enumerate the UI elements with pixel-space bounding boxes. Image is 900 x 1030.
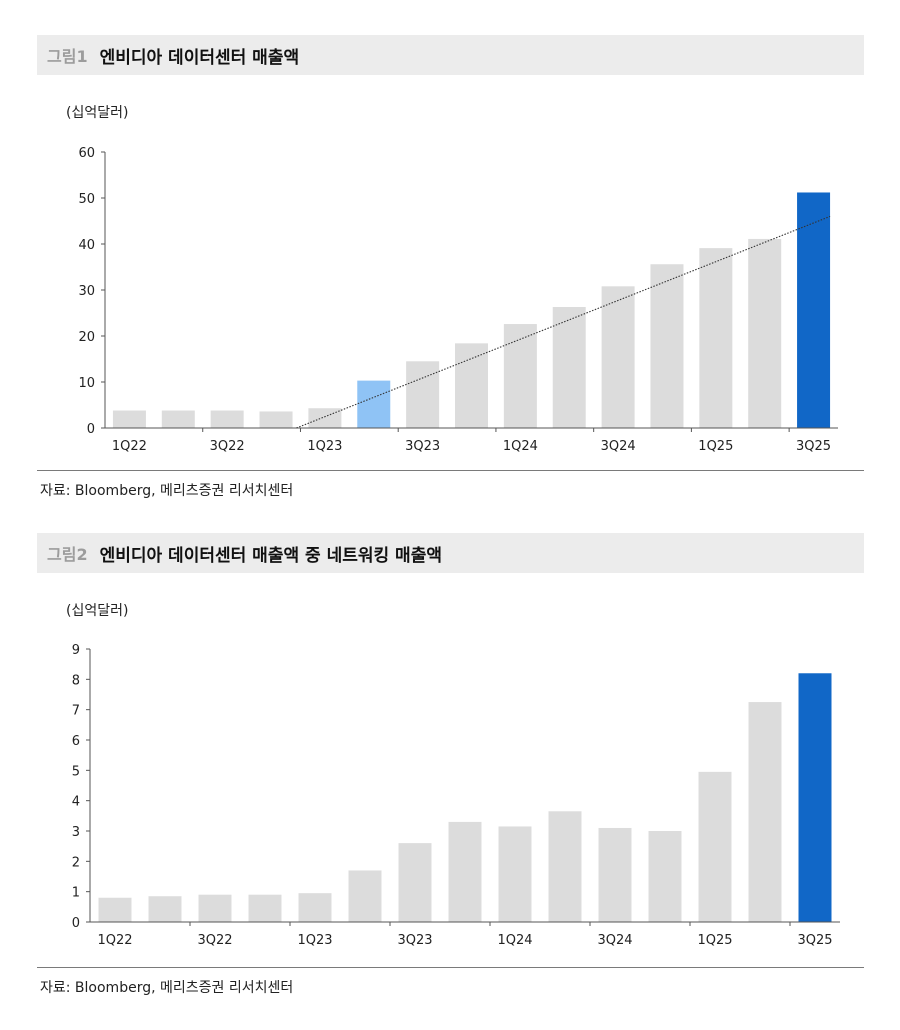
bar-1Q22	[98, 897, 132, 922]
figure1-source-divider	[37, 470, 864, 471]
x-tick-label: 1Q23	[307, 439, 342, 454]
x-tick-label: 1Q25	[697, 933, 732, 948]
figure1-unit-label: (십억달러)	[66, 105, 129, 121]
y-tick-label: 20	[78, 330, 95, 345]
y-tick-label: 8	[72, 673, 80, 688]
y-tick-label: 30	[78, 284, 95, 299]
bar-4Q23	[455, 343, 488, 428]
y-tick-label: 5	[72, 764, 80, 779]
bar-1Q23	[308, 408, 342, 428]
bar-3Q24	[601, 286, 635, 428]
bar-3Q23	[398, 843, 432, 922]
x-tick-label: 3Q22	[210, 439, 245, 454]
x-tick-label: 1Q24	[503, 439, 538, 454]
figure2-header: 그림2 엔비디아 데이터센터 매출액 중 네트워킹 매출액	[37, 533, 864, 573]
figure1-header: 그림1 엔비디아 데이터센터 매출액	[37, 35, 864, 75]
y-tick-label: 7	[72, 704, 80, 719]
bar-1Q25	[698, 771, 732, 922]
x-tick-label: 1Q25	[698, 439, 733, 454]
bar-4Q24	[648, 831, 682, 922]
y-tick-label: 1	[72, 886, 80, 901]
figure2-bar-chart: 0 1 2 3 4 5 6 7 8 9 1Q22 3Q22 1Q23 3Q23 1Q24 3Q24 1Q25 3Q…	[72, 643, 840, 948]
bar-3Q25	[797, 192, 831, 428]
bar-4Q24	[650, 264, 684, 428]
y-tick-label: 2	[72, 855, 80, 870]
x-tick-label: 3Q23	[397, 933, 432, 948]
x-tick-label: 3Q24	[601, 439, 636, 454]
y-tick-label: 4	[72, 795, 80, 810]
y-tick-label: 50	[78, 192, 95, 207]
bar-2Q23	[348, 870, 382, 922]
bar-1Q22	[112, 410, 146, 428]
bar-2Q23	[357, 380, 391, 428]
x-tick-label: 3Q25	[796, 439, 831, 454]
y-tick-label: 60	[78, 146, 95, 161]
bar-1Q24	[503, 324, 537, 428]
bar-3Q22	[210, 410, 244, 428]
bar-1Q25	[699, 248, 733, 428]
x-tick-label: 3Q22	[197, 933, 232, 948]
bar-4Q23	[448, 821, 482, 922]
figure1-source: 자료: Bloomberg, 메리츠증권 리서치센터	[40, 483, 294, 499]
x-tick-label: 3Q25	[797, 933, 832, 948]
bar-2Q24	[552, 307, 586, 428]
y-tick-label: 0	[87, 422, 95, 437]
figure2-unit-label: (십억달러)	[66, 603, 129, 619]
bar-2Q25	[748, 238, 782, 428]
x-tick-label: 1Q23	[297, 933, 332, 948]
x-tick-label: 1Q22	[112, 439, 147, 454]
figure1-bar-chart: 0 10 20 30 40 50 60 1Q22 3Q22 1Q23 3Q23 1Q24 3Q24 1Q2…	[78, 146, 838, 454]
y-tick-label: 10	[78, 376, 95, 391]
bar-4Q22	[259, 411, 293, 428]
bar-3Q24	[598, 827, 632, 922]
bar-1Q24	[498, 826, 532, 922]
figure1-title: 엔비디아 데이터센터 매출액	[99, 47, 300, 68]
bar-3Q25	[798, 673, 832, 922]
figure2-source-divider	[37, 967, 864, 968]
bar-2Q25	[748, 702, 782, 922]
y-tick-label: 3	[72, 825, 80, 840]
y-tick-label: 9	[72, 643, 80, 658]
y-tick-label: 6	[72, 734, 80, 749]
x-tick-label: 3Q23	[405, 439, 440, 454]
x-tick-label: 3Q24	[597, 933, 632, 948]
bar-4Q22	[248, 894, 282, 922]
bar-3Q22	[198, 894, 232, 922]
figure2-title: 엔비디아 데이터센터 매출액 중 네트워킹 매출액	[99, 545, 442, 566]
bar-2Q24	[548, 811, 582, 922]
trendline	[296, 215, 831, 429]
x-tick-label: 1Q24	[497, 933, 532, 948]
bar-2Q22	[148, 896, 182, 922]
bar-2Q22	[161, 410, 195, 428]
figure2-source: 자료: Bloomberg, 메리츠증권 리서치센터	[40, 980, 294, 996]
x-tick-label: 1Q22	[97, 933, 132, 948]
figure2-number: 그림2	[47, 545, 88, 564]
y-tick-label: 0	[72, 916, 80, 931]
y-tick-label: 40	[78, 238, 95, 253]
bar-1Q23	[298, 893, 332, 922]
bar-3Q23	[406, 361, 440, 428]
figure1-number: 그림1	[47, 47, 88, 66]
